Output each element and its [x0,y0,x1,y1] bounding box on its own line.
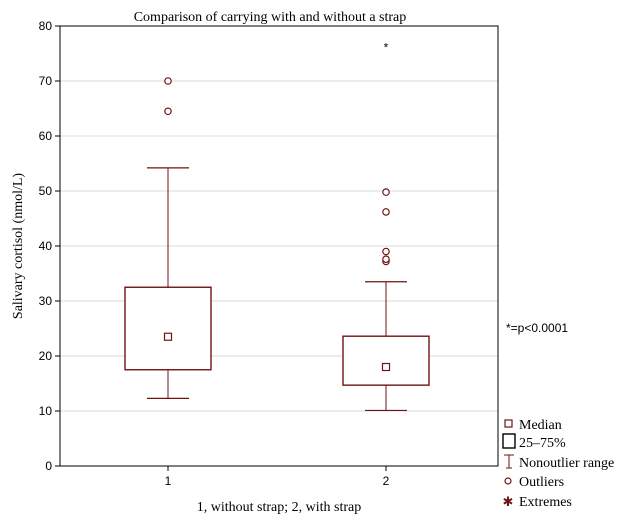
significance-text: *=p<0.0001 [506,321,568,335]
y-axis-label: Salivary cortisol (nmol/L) [11,173,26,320]
extreme-point: * [384,40,389,54]
legend: Median 25–75% Nonoutlier range Outliers ✱ Ext… [502,418,614,510]
y-tick-label: 40 [39,239,53,253]
legend-label: 25–75% [519,436,566,451]
outlier-point [382,247,390,256]
y-tick-label: 80 [39,19,53,33]
legend-outlier-symbol [504,477,512,485]
y-tick-label: 50 [39,184,53,198]
legend-median-symbol [504,419,513,428]
significance-annotation: *=p<0.0001 [506,321,568,335]
outlier-point [164,77,172,85]
y-tick-label: 10 [39,404,53,418]
y-tick-label: 0 [45,459,52,473]
outlier-point [382,208,390,216]
iqr-box [342,335,430,386]
legend-item-box: 25–75% [502,433,566,451]
legend-label: Nonoutlier range [519,456,614,471]
y-tick-label: 30 [39,294,53,308]
legend-item-extreme: ✱ Extremes [503,494,572,510]
legend-extreme-symbol: ✱ [503,494,514,509]
y-tick-label: 70 [39,74,53,88]
legend-box-symbol [502,433,516,449]
box-series: * [124,40,430,412]
x-tick-label: 2 [383,474,390,488]
iqr-box [124,286,212,371]
chart-title: Comparison of carrying with and without … [134,10,407,25]
legend-label: Median [519,418,562,433]
x-axis-label: 1, without strap; 2, with strap [197,500,362,515]
legend-item-outlier: Outliers [504,475,564,490]
x-tick-label: 1 [165,474,172,488]
median-marker [163,332,173,341]
outlier-point [382,255,390,264]
y-tick-label: 20 [39,349,53,363]
legend-item-range: Nonoutlier range [504,454,614,471]
box-group-2: * [342,40,430,412]
outlier-point [164,107,172,116]
median-marker [381,362,391,372]
legend-item-median: Median [504,418,562,433]
legend-label: Extremes [519,495,572,510]
y-axis-ticks: 0 10 20 30 40 50 60 70 80 [39,19,60,473]
y-tick-label: 60 [39,129,53,143]
outlier-point [382,188,390,196]
legend-label: Outliers [519,475,564,490]
box-group-1 [124,77,212,399]
